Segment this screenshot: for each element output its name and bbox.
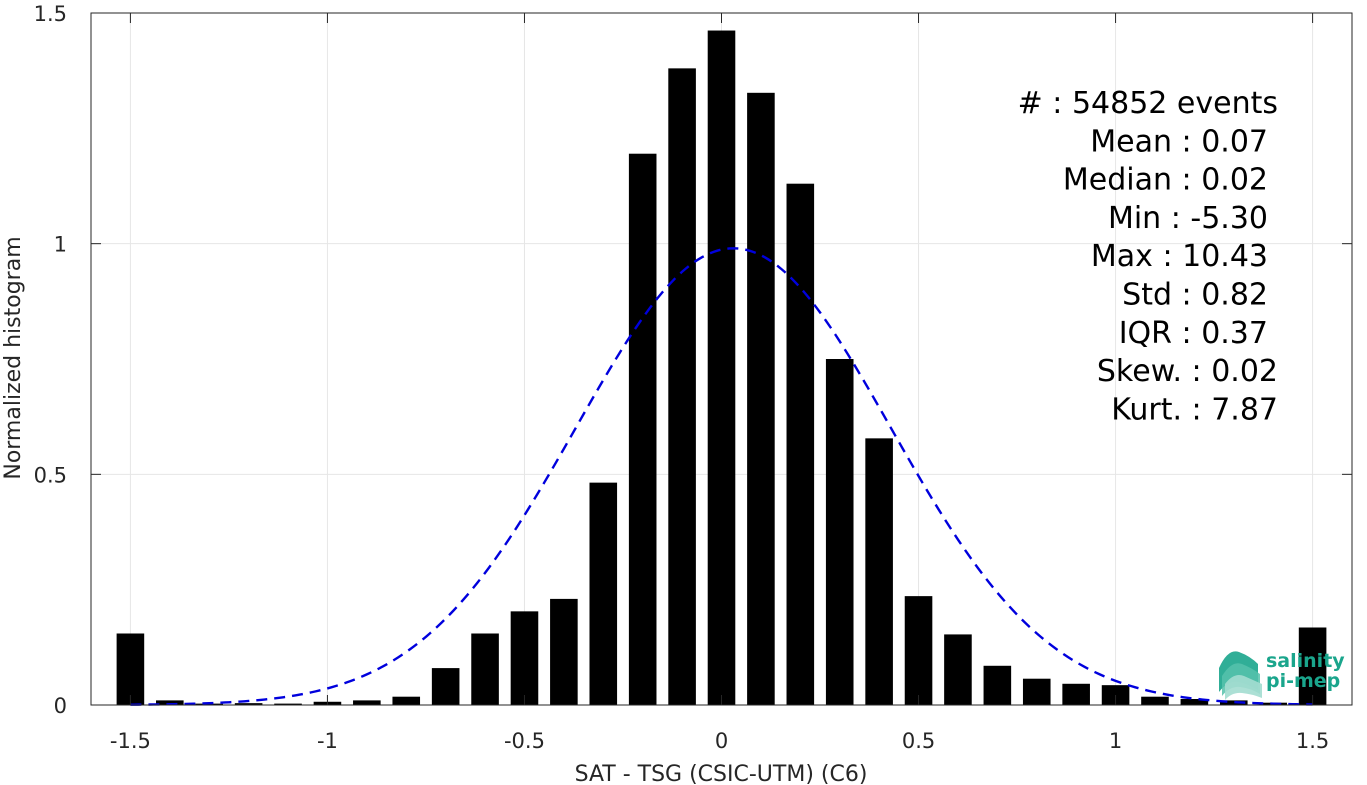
stat-line: Skew. : 0.02: [1097, 354, 1278, 389]
histogram-bar: [116, 633, 145, 705]
histogram-bar: [550, 598, 578, 705]
y-tick-label: 1.5: [34, 2, 67, 26]
histogram-bar: [865, 438, 893, 705]
y-tick-label: 0.5: [34, 463, 67, 487]
histogram-bar: [589, 482, 618, 705]
histogram-bar: [747, 92, 775, 705]
histogram-bar: [707, 30, 736, 706]
histogram-bar: [1062, 683, 1090, 705]
stat-line: Kurt. : 7.87: [1111, 392, 1278, 427]
histogram-bar: [471, 633, 499, 705]
x-tick-label: 1.5: [1296, 729, 1329, 753]
x-tick-label: 0.5: [902, 729, 935, 753]
axis-ticks: -1.5 -1 -0.5 0 0.5 1 1.5 0 0.5 1 1.5: [34, 2, 1352, 753]
x-tick-label: 0: [715, 729, 728, 753]
x-tick-label: 1: [1109, 729, 1122, 753]
histogram-bar: [628, 153, 657, 705]
stat-line: IQR : 0.37: [1119, 316, 1268, 351]
histogram-bar: [786, 183, 815, 705]
histogram-bar: [668, 68, 696, 706]
stat-line: Std : 0.82: [1122, 278, 1268, 313]
stat-line: Max : 10.43: [1091, 239, 1268, 274]
stat-line: # : 54852 events: [1018, 86, 1278, 121]
histogram-bar: [904, 596, 933, 705]
logo-waves-icon: [1219, 651, 1262, 700]
histogram-bar: [510, 611, 539, 705]
salinity-pimep-logo: salinity pi-mep: [1219, 650, 1345, 700]
histogram-bar: [1219, 700, 1248, 705]
y-tick-label: 0: [54, 694, 67, 718]
histogram-bar: [1141, 696, 1169, 705]
histogram-bar: [1298, 627, 1327, 705]
x-axis-label: SAT - TSG (CSIC-UTM) (C6): [575, 762, 868, 785]
histogram-bar: [353, 700, 381, 705]
histogram-bar: [431, 668, 460, 705]
histogram-bar: [944, 634, 972, 705]
histogram-bar: [1180, 699, 1209, 705]
histogram-bar: [156, 700, 184, 705]
logo-text-salinity: salinity: [1266, 650, 1345, 672]
stat-line: Mean : 0.07: [1090, 124, 1268, 159]
histogram-bar: [392, 696, 421, 705]
y-tick-label: 1: [54, 233, 67, 257]
histogram-bar: [983, 665, 1012, 705]
histogram-bar: [1022, 678, 1051, 705]
x-tick-label: -1.5: [110, 729, 151, 753]
histogram-bar: [234, 703, 263, 705]
x-tick-label: -1: [317, 729, 338, 753]
y-axis-label: Normalized histogram: [1, 236, 26, 479]
bars-group: [116, 30, 1327, 706]
stat-line: Min : -5.30: [1108, 201, 1268, 236]
stat-line: Median : 0.02: [1063, 163, 1268, 198]
logo-text-pimep: pi-mep: [1266, 670, 1340, 692]
normal-fit-curve: [130, 247, 1313, 706]
histogram-bar: [274, 703, 302, 705]
histogram-bar: [825, 359, 854, 705]
x-tick-label: -0.5: [504, 729, 545, 753]
